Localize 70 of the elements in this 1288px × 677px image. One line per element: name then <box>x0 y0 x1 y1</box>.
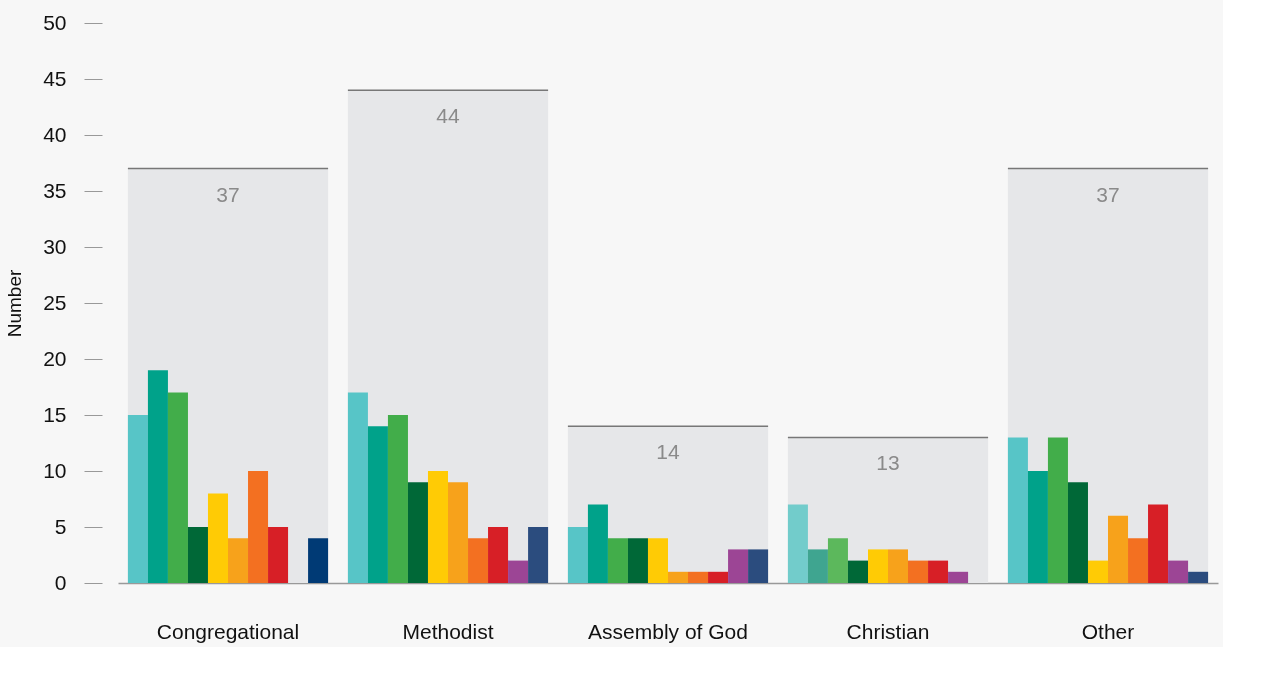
bar <box>908 560 929 583</box>
bar <box>1087 560 1108 583</box>
bar <box>888 549 909 583</box>
bar <box>127 415 148 583</box>
bar <box>1007 437 1028 583</box>
bar <box>207 493 228 583</box>
bar <box>748 549 769 583</box>
bar <box>347 392 368 583</box>
bar <box>807 549 828 583</box>
y-tick-label: 15 <box>43 402 67 426</box>
bar <box>928 560 949 583</box>
y-tick-label: 5 <box>54 514 67 538</box>
y-tick-label: 50 <box>43 10 67 34</box>
bar <box>268 527 289 583</box>
bar <box>468 538 489 583</box>
bar <box>1188 571 1209 583</box>
bar <box>308 538 329 583</box>
bar <box>427 471 448 583</box>
bar <box>787 504 808 583</box>
bar <box>1108 515 1129 583</box>
x-tick-label: Other <box>1081 619 1135 643</box>
data-label: 14 <box>656 440 680 464</box>
bar <box>488 527 509 583</box>
y-tick-label: 0 <box>54 570 67 594</box>
x-tick-label: Christian <box>846 619 930 643</box>
x-tick-label: Congregational <box>156 619 300 643</box>
bar <box>367 426 388 583</box>
bar <box>147 370 168 583</box>
y-tick-label: 30 <box>43 234 67 258</box>
bar <box>528 527 549 583</box>
x-tick-label: Assembly of God <box>588 619 748 643</box>
y-tick-label: 20 <box>43 346 67 370</box>
bar <box>827 538 848 583</box>
y-axis-title: Number <box>4 269 26 338</box>
bar <box>647 538 668 583</box>
bar <box>1047 437 1068 583</box>
y-tick-label: 40 <box>43 122 67 146</box>
bar <box>1128 538 1149 583</box>
bar <box>407 482 428 583</box>
bar <box>167 392 188 583</box>
data-label: 13 <box>876 451 900 475</box>
bar <box>1067 482 1088 583</box>
bar <box>627 538 648 583</box>
bar <box>387 415 408 583</box>
y-tick-label: 25 <box>43 290 67 314</box>
data-label: 37 <box>1096 182 1120 206</box>
bar <box>1148 504 1169 583</box>
bar <box>708 571 729 583</box>
y-tick-label: 10 <box>43 458 67 482</box>
bar <box>1027 471 1048 583</box>
y-tick-label: 35 <box>43 178 67 202</box>
bar <box>948 571 969 583</box>
data-label: 44 <box>436 104 460 128</box>
bar <box>847 560 868 583</box>
bar <box>668 571 689 583</box>
data-label: 37 <box>216 182 240 206</box>
y-tick-label: 45 <box>43 66 67 90</box>
bar <box>607 538 628 583</box>
bar <box>867 549 888 583</box>
bar <box>688 571 709 583</box>
bar <box>248 471 269 583</box>
bar <box>508 560 529 583</box>
bar <box>448 482 469 583</box>
bar <box>187 527 208 583</box>
bar <box>587 504 608 583</box>
bar <box>1168 560 1189 583</box>
x-tick-label: Methodist <box>402 619 494 643</box>
bar <box>567 527 588 583</box>
bar <box>228 538 249 583</box>
bar <box>728 549 749 583</box>
